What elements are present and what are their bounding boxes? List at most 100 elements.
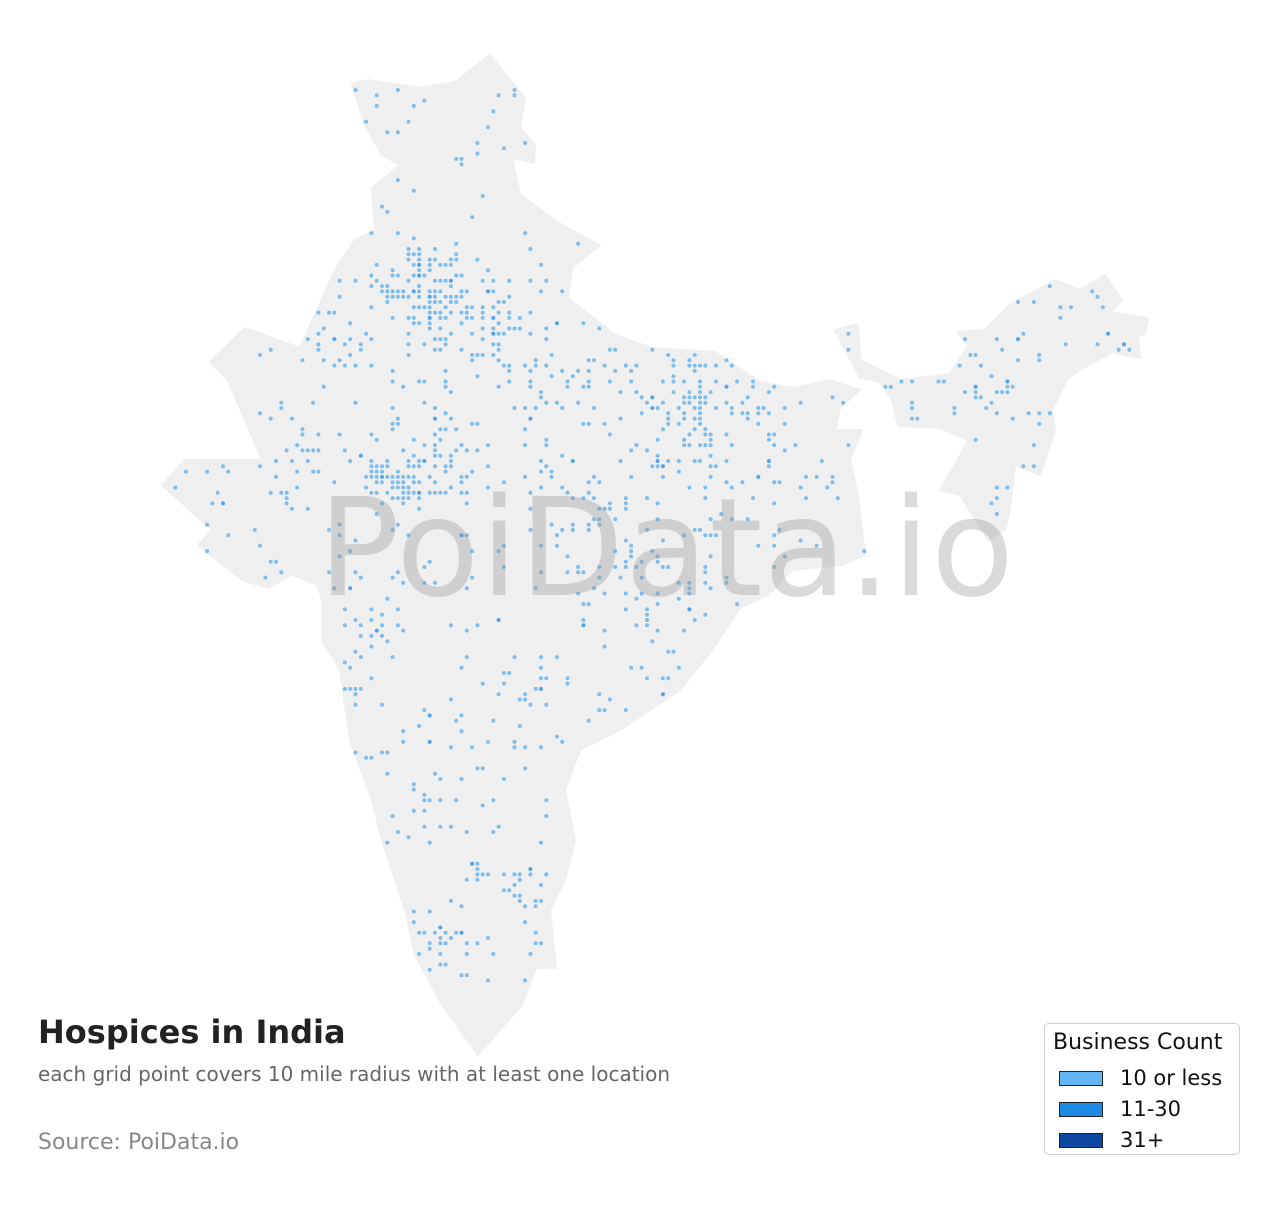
grid-point <box>512 93 517 98</box>
grid-point <box>480 681 485 686</box>
grid-point <box>438 262 443 267</box>
grid-point <box>708 432 713 437</box>
grid-point <box>766 390 771 395</box>
grid-point <box>406 490 411 495</box>
grid-point <box>390 655 395 660</box>
grid-point <box>708 474 713 479</box>
grid-point <box>528 702 533 707</box>
grid-point <box>300 448 305 453</box>
grid-point <box>660 565 665 569</box>
grid-point <box>443 368 448 373</box>
legend-label-mid: 11-30 <box>1120 1097 1182 1121</box>
grid-point <box>713 464 718 469</box>
grid-point <box>994 496 999 501</box>
grid-point <box>724 432 729 437</box>
grid-point <box>459 294 464 299</box>
grid-point <box>454 448 459 453</box>
india-landmass <box>160 53 1150 1057</box>
grid-point <box>528 490 533 495</box>
grid-point <box>682 437 687 442</box>
grid-point <box>369 474 374 479</box>
grid-point <box>417 930 422 935</box>
grid-point <box>480 305 485 310</box>
grid-point <box>470 861 475 866</box>
grid-point <box>634 623 639 628</box>
grid-point <box>507 310 512 315</box>
grid-point <box>528 527 533 532</box>
grid-point <box>910 416 914 421</box>
grid-point <box>941 379 946 384</box>
grid-point <box>406 533 411 538</box>
grid-point <box>427 326 432 331</box>
grid-point <box>401 739 406 744</box>
grid-point <box>560 406 565 410</box>
grid-point <box>597 480 602 485</box>
grid-point <box>523 920 528 925</box>
grid-point <box>475 877 480 882</box>
grid-point <box>406 257 411 262</box>
grid-point <box>703 432 708 437</box>
grid-point <box>422 400 427 405</box>
grid-point <box>1037 358 1042 363</box>
grid-point <box>782 554 787 559</box>
grid-point <box>613 517 618 522</box>
grid-point <box>841 400 846 405</box>
legend-label-low: 10 or less <box>1120 1066 1223 1090</box>
grid-point <box>1010 384 1015 389</box>
grid-point <box>496 331 501 336</box>
grid-point <box>470 421 475 426</box>
grid-point <box>411 453 416 458</box>
grid-point <box>639 559 644 564</box>
grid-point <box>443 315 448 320</box>
grid-point <box>433 278 437 283</box>
grid-point <box>470 549 475 554</box>
grid-point <box>666 459 671 463</box>
grid-point <box>676 665 681 670</box>
grid-point <box>342 686 347 691</box>
grid-point <box>560 739 565 744</box>
grid-point <box>422 443 427 448</box>
grid-point <box>464 474 469 479</box>
grid-point <box>411 262 416 267</box>
grid-point <box>496 824 501 829</box>
grid-point <box>406 342 411 347</box>
grid-point <box>390 575 395 580</box>
grid-point <box>422 580 427 585</box>
grid-point <box>380 204 384 209</box>
grid-point <box>411 321 416 326</box>
grid-point <box>395 570 400 575</box>
grid-point <box>592 517 596 522</box>
grid-point <box>433 300 437 304</box>
grid-point <box>830 480 835 485</box>
grid-point <box>645 607 649 612</box>
grid-point <box>692 416 697 421</box>
grid-point <box>565 379 570 384</box>
grid-point <box>772 480 777 485</box>
grid-point <box>782 406 787 410</box>
grid-point <box>300 427 305 432</box>
grid-point <box>523 745 528 750</box>
grid-point <box>284 448 289 453</box>
grid-point <box>719 512 724 516</box>
grid-point <box>448 257 453 262</box>
grid-point <box>470 315 475 320</box>
map-subtitle: each grid point covers 10 mile radius wi… <box>38 1062 671 1086</box>
grid-point <box>687 400 692 405</box>
grid-point <box>342 660 347 665</box>
grid-point <box>401 480 406 485</box>
grid-point <box>486 936 490 940</box>
grid-point <box>554 321 559 326</box>
grid-point <box>300 432 305 437</box>
grid-point <box>602 506 607 511</box>
grid-point <box>332 586 337 591</box>
grid-point <box>454 798 459 803</box>
grid-point <box>512 326 517 331</box>
grid-point <box>438 437 443 442</box>
grid-point <box>448 485 453 490</box>
grid-point <box>427 300 432 304</box>
grid-point <box>703 443 708 448</box>
grid-point <box>539 459 543 463</box>
grid-point <box>258 411 263 416</box>
grid-point <box>533 686 538 691</box>
grid-point <box>385 294 390 299</box>
